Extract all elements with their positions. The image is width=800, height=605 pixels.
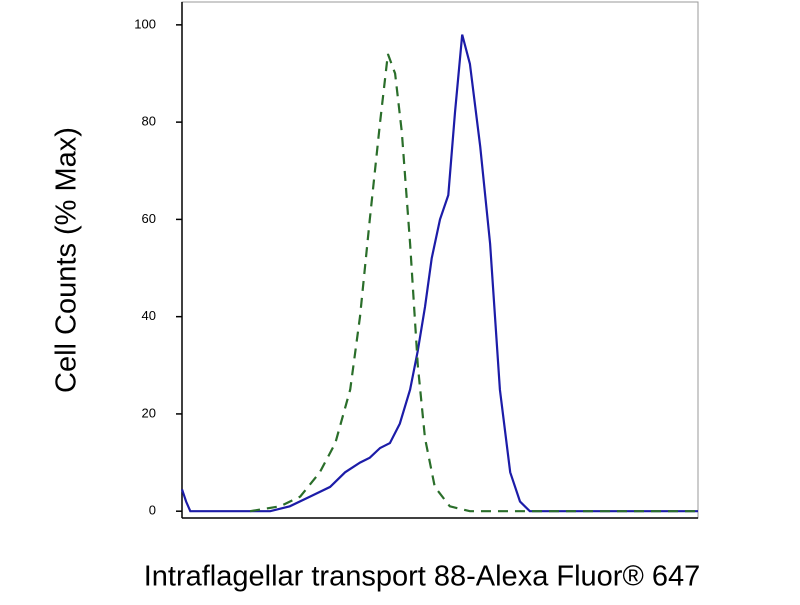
series-line [180, 34, 698, 513]
series-line [249, 53, 698, 513]
y-tick-label: 0 [149, 503, 156, 518]
y-tick-label: 40 [142, 308, 156, 323]
y-tick-label: 100 [134, 16, 156, 31]
y-axis-label: Cell Counts (% Max) [51, 127, 83, 393]
plot-frame [181, 1, 699, 519]
y-tick-label: 20 [142, 405, 156, 420]
y-tick-label: 60 [142, 211, 156, 226]
x-axis-label: Intraflagellar transport 88-Alexa Fluor®… [144, 561, 701, 593]
y-tick-label: 80 [142, 114, 156, 129]
